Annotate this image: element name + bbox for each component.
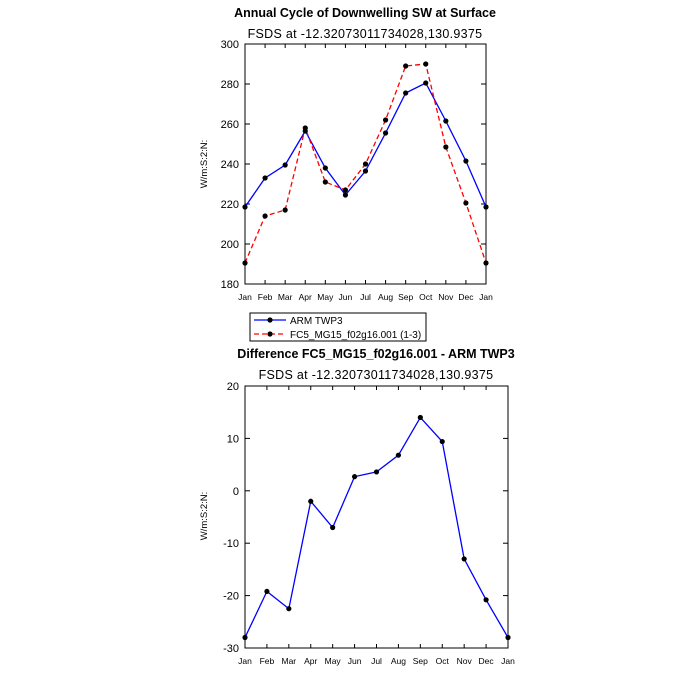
data-point — [262, 175, 268, 181]
x-tick-label: Apr — [299, 292, 312, 302]
data-point — [417, 414, 423, 421]
x-tick-label: Nov — [457, 656, 473, 666]
data-point — [362, 168, 369, 174]
x-tick-label: Dec — [479, 656, 495, 666]
data-point — [463, 158, 469, 164]
data-point — [282, 162, 288, 168]
chart-title: Difference FC5_MG15_f02g16.001 - ARM TWP… — [237, 347, 514, 361]
x-tick-label: Aug — [378, 292, 393, 302]
x-tick-label: Feb — [260, 656, 275, 666]
data-point — [242, 634, 248, 641]
x-tick-label: Mar — [282, 656, 297, 666]
y-axis-label: W/m:S:2:N: — [199, 492, 210, 541]
y-tick-label: 240 — [221, 159, 239, 171]
data-point — [403, 90, 409, 96]
x-tick-label: May — [325, 656, 342, 666]
x-tick-label: Oct — [419, 292, 433, 302]
y-tick-label: -10 — [223, 538, 239, 550]
y-tick-label: 0 — [233, 486, 239, 498]
data-point — [439, 438, 445, 445]
x-tick-label: Sep — [398, 292, 413, 302]
data-point — [262, 213, 268, 219]
annual-cycle-chart: Annual Cycle of Downwelling SW at Surfac… — [199, 6, 496, 342]
data-point — [382, 117, 389, 123]
x-tick-label: Jun — [348, 656, 362, 666]
data-point — [505, 634, 511, 641]
chart-subtitle: FSDS at -12.32073011734028,130.9375 — [259, 368, 494, 382]
data-point — [443, 118, 449, 124]
y-tick-label: 220 — [221, 199, 239, 211]
x-tick-label: Jan — [479, 292, 493, 302]
plot-frame — [244, 385, 509, 649]
difference-chart: Difference FC5_MG15_f02g16.001 - ARM TWP… — [199, 347, 515, 666]
y-tick-label: 260 — [221, 119, 239, 131]
x-tick-label: Jan — [238, 292, 252, 302]
data-point — [351, 474, 358, 480]
x-tick-label: Jan — [501, 656, 515, 666]
chart-title: Annual Cycle of Downwelling SW at Surfac… — [234, 6, 496, 20]
data-point — [395, 452, 402, 458]
x-tick-label: Jul — [371, 656, 382, 666]
x-tick-label: Oct — [436, 656, 450, 666]
data-point — [483, 204, 489, 210]
data-point — [242, 260, 248, 266]
y-tick-label: 300 — [221, 39, 239, 51]
x-tick-label: Nov — [438, 292, 454, 302]
y-tick-label: 10 — [227, 433, 239, 445]
legend-marker-fc5-model — [267, 331, 273, 337]
y-tick-label: -20 — [223, 591, 239, 603]
legend-box — [249, 312, 427, 342]
data-point — [463, 200, 469, 206]
data-point — [264, 588, 270, 595]
x-tick-label: Apr — [304, 656, 317, 666]
data-point — [461, 556, 467, 562]
data-point — [242, 204, 248, 210]
legend: ARM TWP3 FC5_MG15_f02g16.001 (1-3) — [249, 312, 427, 342]
x-tick-label: Dec — [458, 292, 474, 302]
data-point — [330, 524, 336, 531]
data-point — [322, 165, 328, 171]
legend-entry-arm-twp3: ARM TWP3 — [254, 316, 343, 327]
legend-label-arm-twp3: ARM TWP3 — [290, 316, 343, 327]
data-point — [322, 179, 328, 185]
chart-subtitle: FSDS at -12.32073011734028,130.9375 — [248, 27, 483, 41]
legend-marker-arm-twp3 — [267, 317, 273, 323]
legend-entry-fc5-model: FC5_MG15_f02g16.001 (1-3) — [254, 330, 421, 341]
x-tick-label: Jun — [339, 292, 353, 302]
series-line-arm-twp3 — [244, 82, 487, 208]
data-point — [282, 207, 288, 213]
y-tick-label: 20 — [227, 381, 239, 393]
data-point — [286, 606, 292, 612]
y-axis-label: W/m:S:2:N: — [199, 140, 210, 189]
y-tick-label: -30 — [223, 643, 239, 655]
data-point — [403, 63, 409, 69]
data-point — [373, 469, 380, 475]
data-point — [382, 130, 389, 136]
x-tick-label: Feb — [258, 292, 273, 302]
data-point — [483, 597, 489, 603]
x-tick-label: Jan — [238, 656, 252, 666]
data-point — [302, 125, 308, 131]
data-point — [423, 61, 429, 67]
data-point — [362, 161, 369, 167]
series-line-difference — [244, 416, 509, 638]
legend-label-fc5-model: FC5_MG15_f02g16.001 (1-3) — [290, 330, 421, 341]
x-tick-label: Sep — [413, 656, 428, 666]
x-tick-label: Mar — [278, 292, 293, 302]
data-point — [342, 187, 349, 193]
data-point — [443, 144, 449, 150]
y-tick-label: 200 — [221, 239, 239, 251]
data-point — [483, 260, 489, 266]
data-point — [308, 498, 314, 504]
x-tick-label: May — [317, 292, 334, 302]
data-point — [423, 80, 429, 86]
y-tick-label: 180 — [221, 279, 239, 291]
data-point — [342, 192, 349, 198]
x-tick-label: Jul — [360, 292, 371, 302]
y-tick-label: 280 — [221, 79, 239, 91]
x-tick-label: Aug — [391, 656, 406, 666]
